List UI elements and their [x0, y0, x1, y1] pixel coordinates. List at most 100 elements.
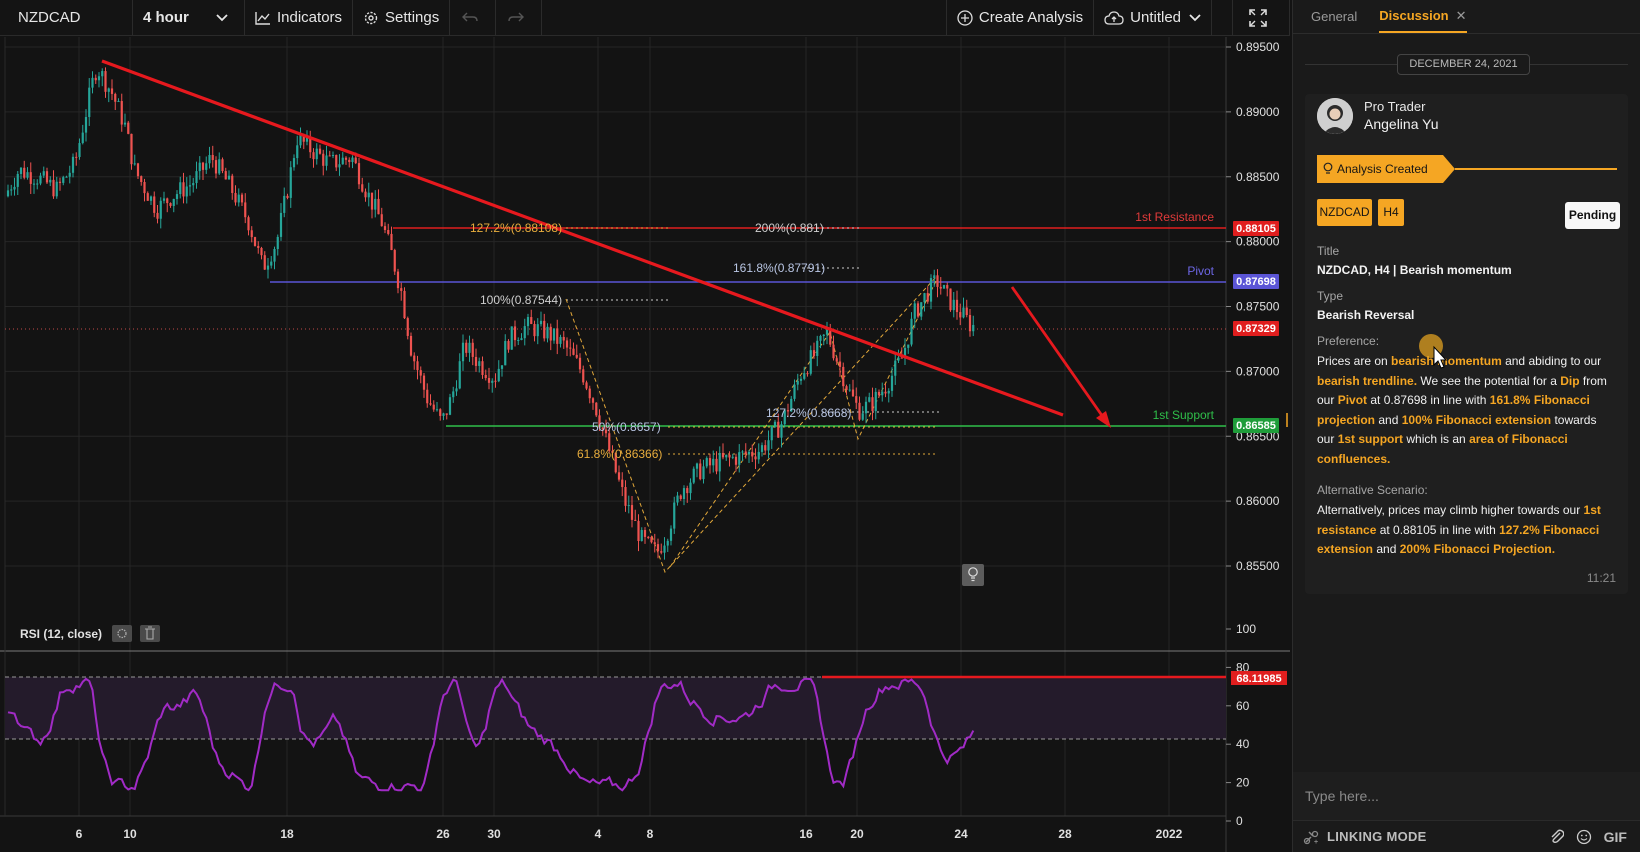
candle: [361, 177, 364, 193]
candle: [58, 177, 62, 191]
candle: [504, 334, 507, 366]
highlight-text: 1st support: [1337, 432, 1404, 446]
candle: [201, 161, 205, 180]
candle: [312, 148, 315, 168]
date-pill: DECEMBER 24, 2021: [1397, 54, 1530, 75]
candle: [292, 154, 296, 171]
candle: [822, 334, 825, 346]
candle: [240, 192, 244, 206]
fib-zigzag[interactable]: [565, 276, 937, 573]
bearish-trendline[interactable]: [101, 59, 1064, 417]
date-tick-label: 30: [487, 827, 501, 841]
candle: [465, 339, 468, 357]
candle: [747, 449, 751, 463]
text-run: Prices are on: [1317, 354, 1392, 368]
avatar[interactable]: [1317, 98, 1353, 134]
candle: [357, 158, 361, 190]
rsi-line[interactable]: [7, 677, 975, 792]
price-axis[interactable]: 0.89500 0.89000 0.88500 0.88000 0.87500 0.870…: [1226, 40, 1280, 573]
candle: [894, 351, 897, 385]
timeframe-tag[interactable]: H4: [1378, 199, 1404, 226]
tab-general[interactable]: General: [1311, 9, 1357, 33]
candle: [276, 234, 279, 256]
candle: [494, 373, 497, 388]
candle: [712, 450, 715, 473]
indicators-button[interactable]: Indicators: [245, 0, 354, 35]
tab-discussion[interactable]: Discussion ✕: [1379, 8, 1467, 33]
time-axis[interactable]: 6 10 18 26 30 4 8 16 20 24 28 2022: [76, 827, 1183, 841]
candle: [52, 170, 55, 199]
message-input[interactable]: [1305, 782, 1625, 810]
chart-area[interactable]: 1st Resistance Pivot 1st Support 127.2%(…: [0, 37, 1292, 852]
linking-mode-toggle[interactable]: + LINKING MODE: [1303, 829, 1427, 845]
candle: [19, 167, 23, 180]
candle: [686, 485, 689, 503]
candle: [559, 334, 562, 348]
message-input-area: [1293, 772, 1640, 820]
candle: [309, 130, 312, 159]
candle: [270, 256, 273, 269]
candle: [608, 426, 611, 453]
pivot-label: Pivot: [1187, 264, 1214, 278]
candle: [175, 190, 179, 205]
price-tick-label: 0.89500: [1236, 40, 1280, 54]
candle: [390, 226, 393, 251]
candle: [734, 453, 738, 472]
emoji-button[interactable]: [1576, 829, 1592, 845]
create-analysis-button[interactable]: Create Analysis: [947, 0, 1095, 35]
symbol-selector[interactable]: NZDCAD: [0, 0, 133, 35]
candle: [328, 150, 331, 157]
redo-button[interactable]: [496, 0, 543, 35]
candle: [507, 339, 510, 353]
date-divider: DECEMBER 24, 2021: [1293, 34, 1640, 76]
price-badge: 0.86585: [1233, 418, 1279, 433]
attach-button[interactable]: [1550, 829, 1564, 845]
candle: [351, 155, 354, 169]
price-tick-label: 0.86000: [1236, 494, 1280, 508]
rsi-tick-label: 100: [1236, 622, 1256, 636]
candle: [513, 320, 517, 347]
interval-selector[interactable]: 4 hour: [133, 0, 245, 35]
candle: [172, 198, 175, 213]
candle: [455, 380, 458, 396]
chevron-down-icon: [1189, 13, 1201, 21]
candle: [923, 292, 926, 312]
candle: [877, 389, 881, 398]
price-chart[interactable]: 1st Resistance Pivot 1st Support 127.2%(…: [0, 37, 1292, 852]
fibonacci-levels[interactable]: [566, 227, 940, 455]
rsi-settings-button[interactable]: [112, 625, 132, 642]
fullscreen-button[interactable]: [1232, 0, 1290, 35]
rsi-value-text: 68.11985: [1236, 673, 1281, 685]
analysis-created-banner: Analysis Created: [1317, 155, 1617, 183]
candle: [110, 79, 114, 101]
idea-button[interactable]: [962, 564, 984, 586]
candle: [422, 372, 426, 398]
rsi-axis[interactable]: 100 80 60 40 20 0: [1226, 622, 1256, 828]
chevron-down-icon: [216, 13, 228, 21]
candle: [322, 149, 325, 176]
resistance-label: 1st Resistance: [1135, 210, 1214, 224]
candle: [136, 162, 140, 180]
candle: [972, 315, 975, 337]
symbol-tag[interactable]: NZDCAD: [1317, 199, 1372, 226]
bearish-arrow[interactable]: [1010, 286, 1111, 428]
undo-button[interactable]: [450, 0, 497, 35]
gif-button[interactable]: GIF: [1603, 829, 1627, 845]
candle: [673, 496, 676, 534]
candle: [939, 277, 942, 295]
candle: [715, 451, 718, 475]
highlight-text: bearish momentum: [1391, 354, 1502, 368]
settings-button[interactable]: Settings: [353, 0, 451, 35]
chart-toolbar: NZDCAD 4 hour Indicators Settings Create…: [0, 0, 1290, 36]
price-tick-label: 0.88500: [1236, 170, 1280, 184]
candle: [533, 320, 536, 342]
candle: [647, 535, 650, 540]
candle: [695, 462, 699, 478]
candle: [250, 226, 253, 243]
candle: [890, 367, 894, 397]
highlight-text: 1st resistance: [1317, 503, 1601, 537]
rsi-delete-button[interactable]: [140, 625, 160, 642]
close-icon[interactable]: ✕: [1455, 8, 1467, 23]
candlestick-series[interactable]: [6, 67, 975, 560]
layout-selector[interactable]: Untitled: [1094, 0, 1212, 35]
